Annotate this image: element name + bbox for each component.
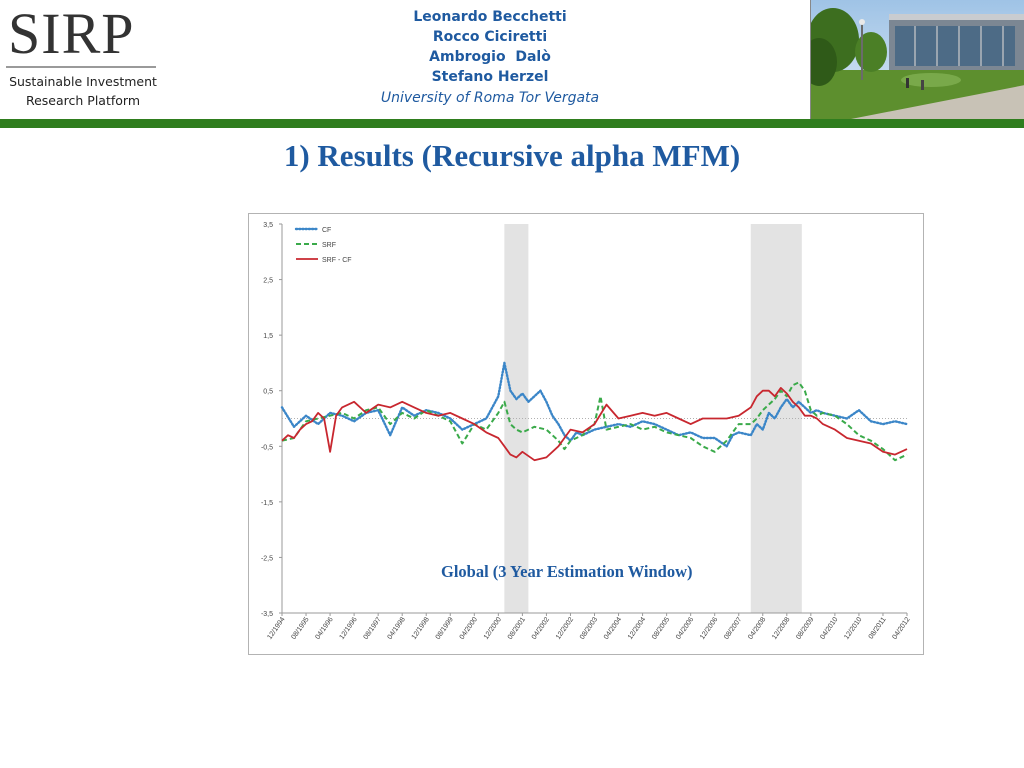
x-tick-label: 08/2009	[795, 616, 815, 641]
x-tick-label: 08/2003	[579, 616, 599, 641]
x-tick-label: 12/2008	[771, 616, 791, 641]
header-divider-bar	[0, 119, 1024, 128]
sirp-logo: SIRP Sustainable Investment Research Pla…	[0, 0, 170, 118]
x-tick-label: 04/2000	[459, 616, 479, 641]
x-tick-label: 04/2012	[891, 616, 911, 641]
recession-band	[750, 224, 802, 613]
x-tick-label: 08/2005	[651, 616, 671, 641]
y-tick-label: 1,5	[263, 333, 273, 340]
x-tick-label: 08/2011	[868, 616, 888, 640]
x-tick-label: 08/1999	[435, 616, 455, 641]
slide-title: 1) Results (Recursive alpha MFM)	[283, 138, 741, 173]
y-tick-label: -2,5	[261, 555, 273, 562]
x-tick-label: 12/2002	[555, 616, 575, 641]
author-name: Stefano Herzel	[431, 69, 549, 85]
y-tick-label: -1,5	[261, 500, 273, 507]
slide-header: SIRP Sustainable Investment Research Pla…	[0, 0, 1024, 120]
x-tick-label: 08/2001	[507, 616, 527, 641]
legend-label: CF	[322, 227, 331, 234]
x-tick-label: 12/1996	[339, 616, 359, 641]
x-tick-label: 04/2008	[747, 616, 767, 641]
x-tick-label: 12/1998	[411, 616, 431, 641]
logo-divider	[6, 66, 156, 68]
logo-tagline-line-1: Sustainable Investment	[9, 74, 157, 89]
x-tick-label: 12/2006	[699, 616, 719, 641]
y-tick-label: 0,5	[263, 389, 273, 396]
legend-label: SRF - CF	[322, 257, 352, 264]
x-tick-label: 04/2006	[675, 616, 695, 641]
x-tick-label: 08/1997	[363, 616, 383, 641]
x-tick-label: 12/2004	[627, 616, 647, 641]
campus-photo	[810, 0, 1024, 119]
x-tick-label: 04/1998	[387, 616, 407, 641]
author-block: Leonardo Becchetti Rocco Ciciretti Ambro…	[330, 7, 650, 109]
recursive-alpha-line-chart: 3,52,51,50,5-0,5-1,5-2,5-3,512/1994 08/19…	[261, 222, 912, 641]
y-tick-label: -0,5	[261, 444, 273, 451]
x-tick-label: 12/2000	[483, 616, 503, 641]
y-tick-label: 3,5	[263, 222, 273, 229]
series-line-srf	[281, 381, 908, 462]
campus-photo-image	[811, 0, 1024, 119]
y-tick-label: 2,5	[263, 278, 273, 285]
x-tick-label: 08/2007	[723, 616, 743, 641]
legend-label: SRF	[322, 242, 336, 249]
x-tick-label: 08/1995	[290, 616, 310, 641]
logo-tagline: Sustainable Investment Research Platform	[0, 72, 166, 110]
x-tick-label: 04/2004	[603, 616, 623, 641]
chart-caption: Global (3 Year Estimation Window)	[441, 562, 693, 581]
x-tick-label: 04/2010	[819, 616, 839, 641]
author-name: Leonardo Becchetti	[413, 9, 567, 25]
logo-tagline-line-2: Research Platform	[25, 93, 141, 108]
x-tick-label: 04/2002	[531, 616, 551, 641]
x-tick-label: 12/1994	[266, 616, 286, 641]
author-name: Rocco Ciciretti	[432, 29, 548, 45]
x-tick-label: 12/2010	[843, 616, 863, 641]
series-line-cf	[280, 361, 909, 448]
logo-wordmark: SIRP	[8, 1, 135, 66]
chart-frame: 3,5 2,5 1,5 0,5 -0,5 -1,5 -2,5 -3,5 12/1994 08/19…	[248, 213, 924, 655]
author-name: Ambrogio Dalò	[429, 49, 551, 65]
x-tick-label: 04/1996	[314, 616, 334, 641]
institution-name: University of Roma Tor Vergata	[380, 90, 600, 106]
series-line-srf-cf	[281, 386, 908, 462]
y-tick-label: -3,5	[261, 611, 273, 618]
